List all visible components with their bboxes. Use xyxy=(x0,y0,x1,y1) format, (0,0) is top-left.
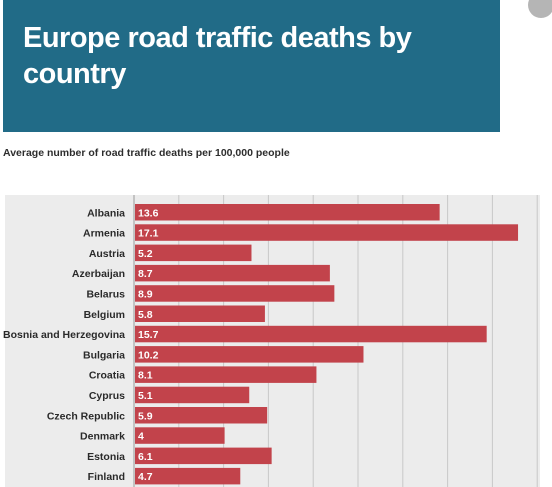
chart-subtitle: Average number of road traffic deaths pe… xyxy=(3,147,290,159)
bar xyxy=(135,264,330,282)
bar-value-label: 5.9 xyxy=(138,410,153,422)
bar xyxy=(135,305,265,322)
category-label: Croatia xyxy=(89,370,125,382)
bar-value-label: 4.7 xyxy=(138,471,153,483)
bar-value-label: 8.7 xyxy=(138,268,153,280)
category-label: Bulgaria xyxy=(83,349,125,361)
category-label: Czech Republic xyxy=(47,410,125,422)
category-label: Armenia xyxy=(83,228,125,240)
bar xyxy=(135,346,364,363)
bar xyxy=(135,204,440,221)
category-label: Finland xyxy=(88,471,125,483)
bars: 13.6 17.1 5.2 8.7 8.9 5.8 15.7 10.2 8.1 5.1 5.9 4 6.… xyxy=(135,204,519,485)
bar-value-label: 5.1 xyxy=(138,390,153,402)
bar xyxy=(135,366,317,383)
category-label: Estonia xyxy=(87,451,125,463)
title-banner: Europe road traffic deaths by country xyxy=(3,0,500,132)
bar-value-label: 10.2 xyxy=(138,349,159,361)
bar-value-label: 4 xyxy=(138,431,144,443)
bar-value-label: 5.8 xyxy=(138,309,153,321)
bar xyxy=(135,325,487,343)
bar xyxy=(135,224,519,241)
category-label: Bosnia and Herzegovina xyxy=(3,329,125,341)
category-label: Denmark xyxy=(80,431,125,443)
bar xyxy=(135,285,335,302)
category-label: Albania xyxy=(87,207,125,219)
bar xyxy=(135,447,272,465)
bar-value-label: 13.6 xyxy=(138,207,159,219)
category-label: Austria xyxy=(89,248,125,260)
bar-value-label: 8.1 xyxy=(138,370,153,382)
category-label: Belarus xyxy=(86,288,125,300)
bar-value-label: 17.1 xyxy=(138,228,159,240)
bar-value-label: 15.7 xyxy=(138,329,159,341)
bar xyxy=(135,386,250,404)
category-label: Azerbaijan xyxy=(72,268,125,280)
bar xyxy=(135,467,241,485)
bar-value-label: 8.9 xyxy=(138,288,153,300)
bar-value-label: 5.2 xyxy=(138,248,153,260)
bar xyxy=(135,407,268,424)
category-labels: Albania Armenia Austria Azerbaijan Belarus Be… xyxy=(3,207,125,483)
bar-value-label: 6.1 xyxy=(138,451,153,463)
category-label: Cyprus xyxy=(89,390,125,402)
bar xyxy=(135,427,225,444)
share-icon[interactable] xyxy=(528,0,552,18)
chart-title: Europe road traffic deaths by country xyxy=(23,22,412,90)
category-label: Belgium xyxy=(84,309,125,321)
bar xyxy=(135,244,252,262)
